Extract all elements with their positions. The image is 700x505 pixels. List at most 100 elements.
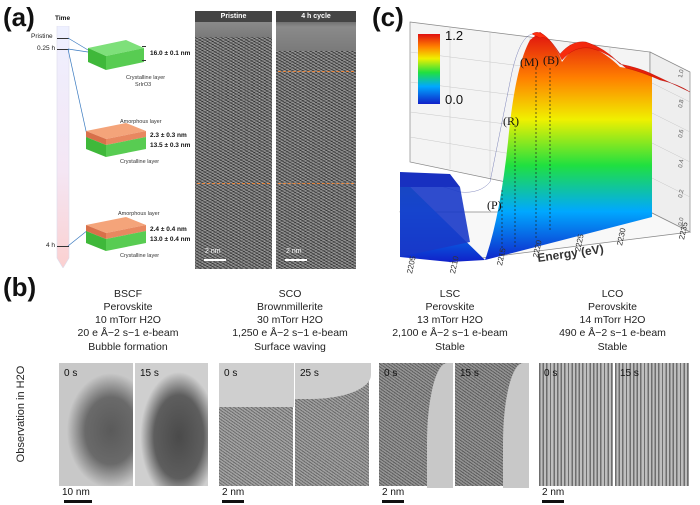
block3-amorphous-label: Amorphous layer xyxy=(118,211,160,217)
block1-material: SrIrO3 xyxy=(135,82,152,88)
sco-scale-bar xyxy=(222,500,244,503)
timeline-mark-pristine: Pristine xyxy=(31,33,53,40)
lsc-scale-label: 2 nm xyxy=(382,487,405,498)
z-tick-1-0: 1.0 xyxy=(678,68,685,78)
tem-4h-image: 4 h cycle 2 nm xyxy=(276,11,356,269)
block2-crystalline-thickness: 13.5 ± 0.3 nm xyxy=(150,142,191,149)
timeline-mark-4h: 4 h xyxy=(46,242,56,249)
col-bscf-name: BSCF xyxy=(113,288,142,300)
col-sco-outcome: Surface waving xyxy=(254,341,326,353)
observation-axis-label: Observation in H2O xyxy=(15,349,27,479)
col-lco-outcome: Stable xyxy=(597,341,628,353)
col-lco-pressure: 14 mTorr H2O xyxy=(579,314,646,326)
col-lsc-dose: 2,100 e Å−2 s−1 e-beam xyxy=(392,327,508,339)
lsc-time-0: 0 s xyxy=(384,368,398,379)
tem-4h-scale-label: 2 nm xyxy=(286,248,302,255)
col-bscf-structure: Perovskite xyxy=(103,301,153,313)
block2-layer: Crystalline layer xyxy=(120,159,160,165)
block3-crystalline-thickness: 13.0 ± 0.4 nm xyxy=(150,236,191,243)
bscf-image-0s xyxy=(58,362,134,487)
x-tick-2225: 2225 xyxy=(573,233,586,253)
lco-time-0: 0 s xyxy=(544,368,558,379)
col-lco-dose: 490 e Å−2 s−1 e-beam xyxy=(559,327,666,339)
lsc-image-0s xyxy=(378,362,454,488)
bscf-scale-bar xyxy=(64,500,92,503)
col-lco-structure: Perovskite xyxy=(587,301,638,313)
col-sco-pressure: 30 mTorr H2O xyxy=(257,314,323,326)
tem-4h-header: 4 h cycle xyxy=(276,11,356,22)
col-sco-name: SCO xyxy=(278,288,302,300)
lsc-image-15s xyxy=(454,362,530,488)
tem-pristine-header: Pristine xyxy=(195,11,272,22)
sco-time-1: 25 s xyxy=(300,368,319,379)
peak-label-m: (M) xyxy=(520,55,539,69)
col-lsc-structure: Perovskite xyxy=(425,301,475,313)
z-tick-0-2: 0.2 xyxy=(678,188,685,198)
x-tick-2205: 2205 xyxy=(405,255,418,274)
lsc-time-1: 15 s xyxy=(460,368,479,379)
block3-slab xyxy=(86,217,146,251)
panel-a-label: (a) xyxy=(3,2,35,32)
peak-label-r: (R) xyxy=(503,114,519,128)
pristine-slab xyxy=(88,40,144,70)
block3-layer: Crystalline layer xyxy=(120,253,160,259)
col-bscf-header: BSCF Perovskite 10 mTorr H2O 20 e Å−2 s−… xyxy=(48,288,208,354)
tem-pristine-scale-bar xyxy=(204,259,226,261)
block3-amorphous-thickness: 2.4 ± 0.4 nm xyxy=(150,226,187,233)
observation-axis-text: Observation in H2O xyxy=(15,365,27,463)
z-tick-0-0: 0.0 xyxy=(678,216,685,226)
lco-image-0s xyxy=(538,362,614,487)
colorbar xyxy=(418,34,440,104)
timeline-mark-0-25h: 0.25 h xyxy=(37,45,56,52)
lsc-scale-bar xyxy=(382,500,404,503)
panel-b-label: (b) xyxy=(3,272,37,302)
block1-thickness: 16.0 ± 0.1 nm xyxy=(150,50,191,57)
tem-pristine-scale-label: 2 nm xyxy=(205,248,221,255)
lco-time-1: 15 s xyxy=(620,368,639,379)
col-lco-name: LCO xyxy=(601,288,624,300)
col-sco-dose: 1,250 e Å−2 s−1 e-beam xyxy=(232,327,348,339)
col-lsc-pressure: 13 mTorr H2O xyxy=(417,314,483,326)
sco-image-25s xyxy=(294,362,371,487)
x-tick-2230: 2230 xyxy=(615,227,628,247)
col-lsc-outcome: Stable xyxy=(435,341,465,353)
col-lsc-header: LSC Perovskite 13 mTorr H2O 2,100 e Å−2 … xyxy=(370,288,530,354)
x-tick-2215: 2215 xyxy=(495,247,508,267)
surface-plot: 1.2 0.0 (M) (B) (R) (P) 2205 2210 2215 2… xyxy=(399,21,692,274)
bscf-scale-label: 10 nm xyxy=(62,487,90,498)
sco-scale-label: 2 nm xyxy=(222,487,245,498)
colorbar-max: 1.2 xyxy=(445,28,463,43)
col-bscf-dose: 20 e Å−2 s−1 e-beam xyxy=(77,327,179,339)
timeline-title: Time xyxy=(55,15,71,22)
z-tick-0-6: 0.6 xyxy=(678,128,685,138)
lco-scale-bar xyxy=(542,500,564,503)
z-tick-0-4: 0.4 xyxy=(678,158,685,168)
lco-image-15s xyxy=(614,362,690,487)
peak-label-p: (P) xyxy=(487,198,502,212)
col-lsc-name: LSC xyxy=(439,288,461,300)
x-tick-2235: 2235 xyxy=(677,221,690,241)
colorbar-min: 0.0 xyxy=(445,92,463,107)
col-sco-header: SCO Brownmillerite 30 mTorr H2O 1,250 e … xyxy=(210,288,370,354)
bscf-time-0: 0 s xyxy=(64,368,78,379)
sco-time-0: 0 s xyxy=(224,368,238,379)
col-bscf-outcome: Bubble formation xyxy=(88,341,168,353)
bscf-image-15s xyxy=(134,362,209,487)
block1-layer: Crystalline layer xyxy=(126,75,166,81)
timeline-arrow xyxy=(56,26,70,268)
panel-c-label: (c) xyxy=(372,2,404,32)
lco-scale-label: 2 nm xyxy=(542,487,565,498)
z-tick-0-8: 0.8 xyxy=(678,98,685,108)
sco-image-0s xyxy=(218,362,295,487)
col-lco-header: LCO Perovskite 14 mTorr H2O 490 e Å−2 s−… xyxy=(530,288,695,354)
bscf-time-1: 15 s xyxy=(140,368,159,379)
tem-4h-scale-bar xyxy=(285,259,307,261)
peak-label-b: (B) xyxy=(543,53,559,67)
block2-slab xyxy=(86,123,146,157)
block2-amorphous-thickness: 2.3 ± 0.3 nm xyxy=(150,132,187,139)
x-tick-2220: 2220 xyxy=(531,239,544,259)
col-sco-structure: Brownmillerite xyxy=(257,301,323,313)
tem-pristine-image: Pristine 2 nm xyxy=(195,11,272,269)
col-bscf-pressure: 10 mTorr H2O xyxy=(95,314,161,326)
x-tick-2210: 2210 xyxy=(448,255,461,274)
